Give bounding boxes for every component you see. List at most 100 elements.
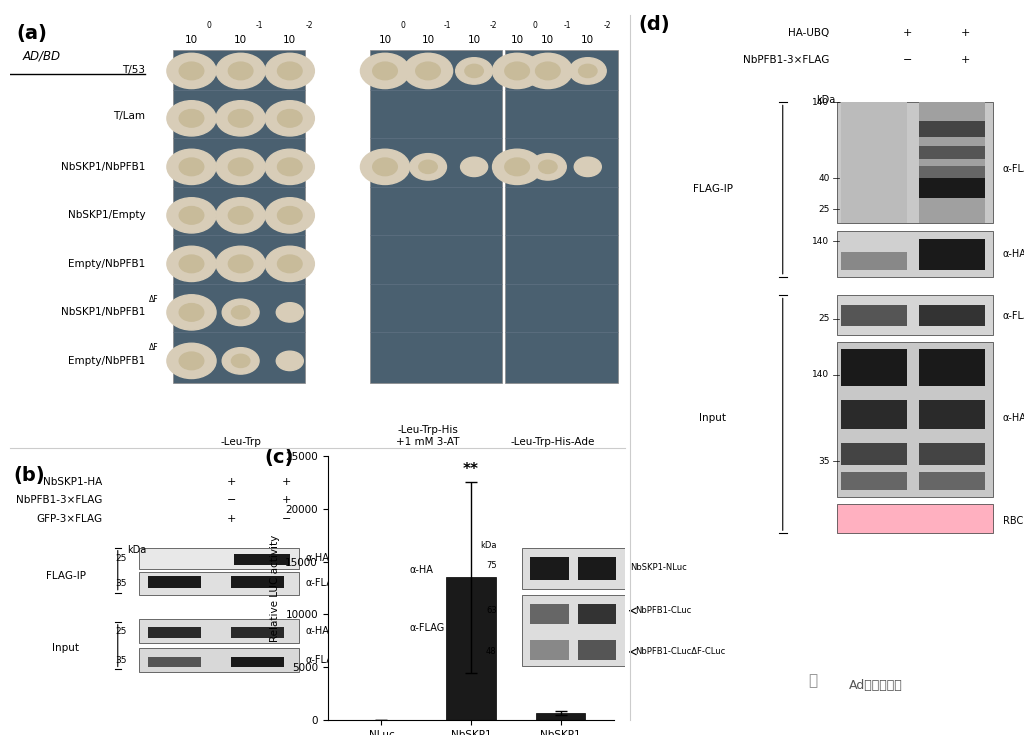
Text: 10: 10 xyxy=(284,35,296,45)
Text: +: + xyxy=(902,27,912,37)
Circle shape xyxy=(278,158,302,176)
Circle shape xyxy=(231,306,250,319)
Text: -2: -2 xyxy=(603,21,610,30)
Circle shape xyxy=(179,207,204,224)
Bar xyxy=(231,627,284,638)
Bar xyxy=(578,604,616,623)
Text: Empty/NbPFB1: Empty/NbPFB1 xyxy=(69,356,145,366)
Circle shape xyxy=(222,299,259,326)
Text: 35: 35 xyxy=(818,456,829,466)
Text: 40: 40 xyxy=(818,173,829,182)
Circle shape xyxy=(228,62,253,80)
Circle shape xyxy=(167,54,216,89)
Text: α-FLAG: α-FLAG xyxy=(1002,165,1024,174)
Circle shape xyxy=(276,303,303,322)
Text: α-HA: α-HA xyxy=(305,626,329,636)
Text: −: − xyxy=(282,514,292,523)
Circle shape xyxy=(505,62,529,80)
Bar xyxy=(505,50,618,383)
Circle shape xyxy=(278,207,302,224)
Text: NbPFB1-CLuc: NbPFB1-CLuc xyxy=(635,606,691,615)
Bar xyxy=(522,548,625,589)
Text: 0: 0 xyxy=(207,21,212,30)
Bar xyxy=(446,578,496,720)
Text: kDa: kDa xyxy=(127,545,146,555)
Text: +: + xyxy=(282,476,292,487)
Text: 0: 0 xyxy=(532,21,538,30)
Bar xyxy=(919,472,985,490)
Text: GFP-3×FLAG: GFP-3×FLAG xyxy=(36,514,102,523)
Text: 25: 25 xyxy=(818,314,829,323)
Circle shape xyxy=(216,198,265,233)
Text: (b): (b) xyxy=(13,466,45,484)
Text: Ad植物微生物: Ad植物微生物 xyxy=(849,678,902,692)
Text: T/Lam: T/Lam xyxy=(114,111,145,121)
Bar xyxy=(838,504,993,533)
Text: NbSKP1/NbPFB1: NbSKP1/NbPFB1 xyxy=(61,307,145,318)
Bar xyxy=(838,295,993,335)
Text: kDa: kDa xyxy=(480,541,497,550)
Text: AD/BD: AD/BD xyxy=(23,50,60,63)
Bar xyxy=(139,648,299,672)
Circle shape xyxy=(179,352,204,370)
Bar xyxy=(919,349,985,385)
Text: 140: 140 xyxy=(812,237,829,246)
Circle shape xyxy=(265,149,314,184)
Circle shape xyxy=(410,154,446,180)
Bar xyxy=(919,240,985,270)
Text: +: + xyxy=(226,476,237,487)
Bar xyxy=(231,576,284,588)
Bar xyxy=(919,146,985,159)
Circle shape xyxy=(373,62,397,80)
Circle shape xyxy=(179,62,204,80)
Text: NbPFB1-3×FLAG: NbPFB1-3×FLAG xyxy=(16,495,102,505)
Text: 25: 25 xyxy=(116,626,127,636)
Text: (a): (a) xyxy=(16,24,47,43)
Bar xyxy=(148,657,201,667)
Bar xyxy=(841,443,907,465)
Text: α-FLAG: α-FLAG xyxy=(1002,312,1024,321)
Circle shape xyxy=(167,343,216,379)
Text: NbPFB1-CLucΔF-CLuc: NbPFB1-CLucΔF-CLuc xyxy=(635,648,725,656)
Text: -1: -1 xyxy=(563,21,570,30)
Circle shape xyxy=(493,149,542,184)
Circle shape xyxy=(228,110,253,127)
Text: α-HA: α-HA xyxy=(305,553,329,563)
Text: 75: 75 xyxy=(486,562,497,570)
Text: 10: 10 xyxy=(542,35,554,45)
Text: ΔF: ΔF xyxy=(148,295,158,304)
Circle shape xyxy=(167,295,216,330)
Bar xyxy=(578,640,616,660)
Text: 10: 10 xyxy=(468,35,480,45)
Circle shape xyxy=(278,255,302,273)
Bar xyxy=(536,713,586,720)
Circle shape xyxy=(403,54,453,89)
Circle shape xyxy=(416,62,440,80)
Text: 10: 10 xyxy=(185,35,198,45)
Bar xyxy=(231,657,284,667)
Circle shape xyxy=(529,154,566,180)
Circle shape xyxy=(265,54,314,89)
Text: (d): (d) xyxy=(639,15,671,34)
Bar xyxy=(919,102,985,223)
Circle shape xyxy=(222,348,259,374)
Circle shape xyxy=(456,58,493,85)
Circle shape xyxy=(216,149,265,184)
Bar xyxy=(173,50,305,383)
Text: (c): (c) xyxy=(264,448,294,467)
Bar xyxy=(919,121,985,137)
Text: +: + xyxy=(282,495,292,505)
Circle shape xyxy=(360,54,410,89)
Text: T/53: T/53 xyxy=(123,65,145,75)
Circle shape xyxy=(574,157,601,176)
Circle shape xyxy=(539,160,557,173)
Circle shape xyxy=(579,65,597,78)
Circle shape xyxy=(278,110,302,127)
Text: −: − xyxy=(902,55,912,65)
Circle shape xyxy=(265,246,314,282)
Bar xyxy=(841,102,907,223)
Bar xyxy=(919,305,985,326)
Bar xyxy=(148,576,201,588)
Text: NbPFB1-3×FLAG: NbPFB1-3×FLAG xyxy=(743,55,829,65)
Bar xyxy=(530,640,569,660)
